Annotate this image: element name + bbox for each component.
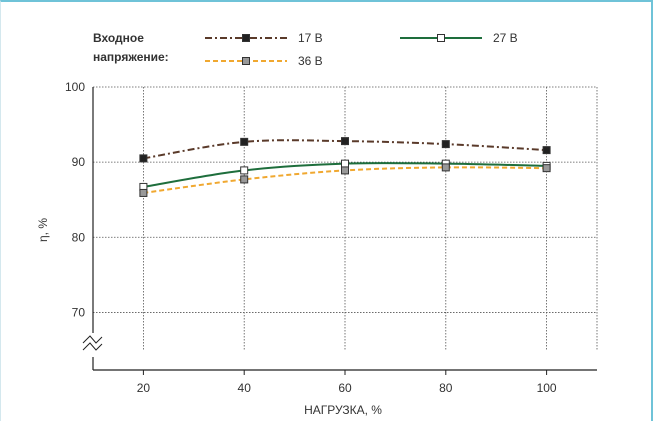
legend-label: 27 В bbox=[493, 31, 518, 45]
data-point bbox=[341, 137, 349, 146]
data-point bbox=[542, 164, 551, 173]
x-tick-label: 100 bbox=[537, 381, 557, 395]
data-point bbox=[139, 154, 148, 163]
x-tick-label: 80 bbox=[439, 381, 453, 395]
axes: 70 80 90 100 20 40 60 80 100 bbox=[65, 80, 597, 395]
axis-break-mark-upper bbox=[82, 335, 103, 344]
data-point bbox=[441, 140, 450, 149]
legend-marker bbox=[242, 57, 250, 65]
legend-label: 17 В bbox=[298, 31, 323, 45]
y-tick-label: 70 bbox=[72, 305, 86, 319]
legend-marker bbox=[437, 34, 445, 42]
data-point bbox=[240, 166, 249, 175]
x-tick-label: 40 bbox=[238, 381, 252, 395]
data-point bbox=[542, 146, 551, 155]
grid bbox=[93, 86, 598, 350]
x-tick-label: 60 bbox=[338, 381, 352, 395]
y-tick-label: 80 bbox=[72, 230, 86, 244]
data-point bbox=[240, 175, 249, 184]
y-tick-label: 90 bbox=[72, 155, 86, 169]
data-point bbox=[441, 163, 450, 172]
legend-title-line1: Входное bbox=[93, 31, 144, 45]
legend-label: 36 В bbox=[298, 54, 323, 68]
data-point bbox=[139, 188, 148, 197]
legend: Входное напряжение: 17 В 27 В 36 В bbox=[93, 31, 518, 68]
data-point bbox=[341, 166, 349, 175]
series-layer bbox=[139, 137, 551, 197]
legend-marker bbox=[242, 34, 250, 42]
y-axis-label: η, % bbox=[36, 218, 50, 242]
data-point bbox=[341, 159, 349, 168]
y-tick-label: 100 bbox=[65, 80, 85, 94]
x-tick-label: 20 bbox=[137, 381, 151, 395]
data-point bbox=[240, 137, 249, 146]
axis-break-mark-lower bbox=[82, 342, 103, 351]
legend-title-line2: напряжение: bbox=[93, 50, 169, 64]
x-axis-label: НАГРУЗКА, % bbox=[304, 403, 382, 417]
